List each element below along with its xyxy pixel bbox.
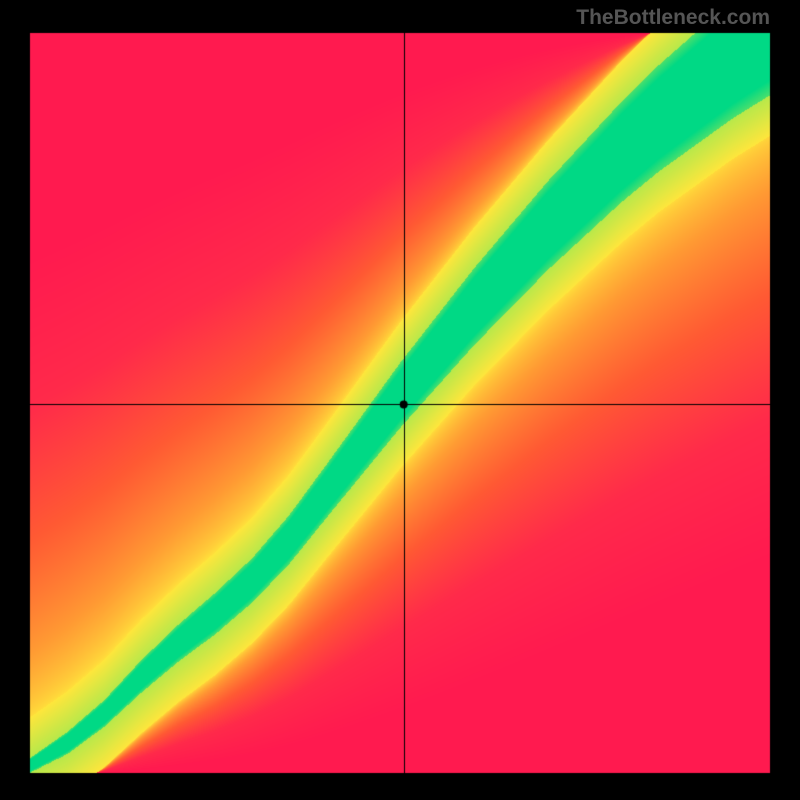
- watermark-text: TheBottleneck.com: [576, 6, 770, 30]
- bottleneck-heatmap: [0, 0, 800, 800]
- chart-container: TheBottleneck.com: [0, 0, 800, 800]
